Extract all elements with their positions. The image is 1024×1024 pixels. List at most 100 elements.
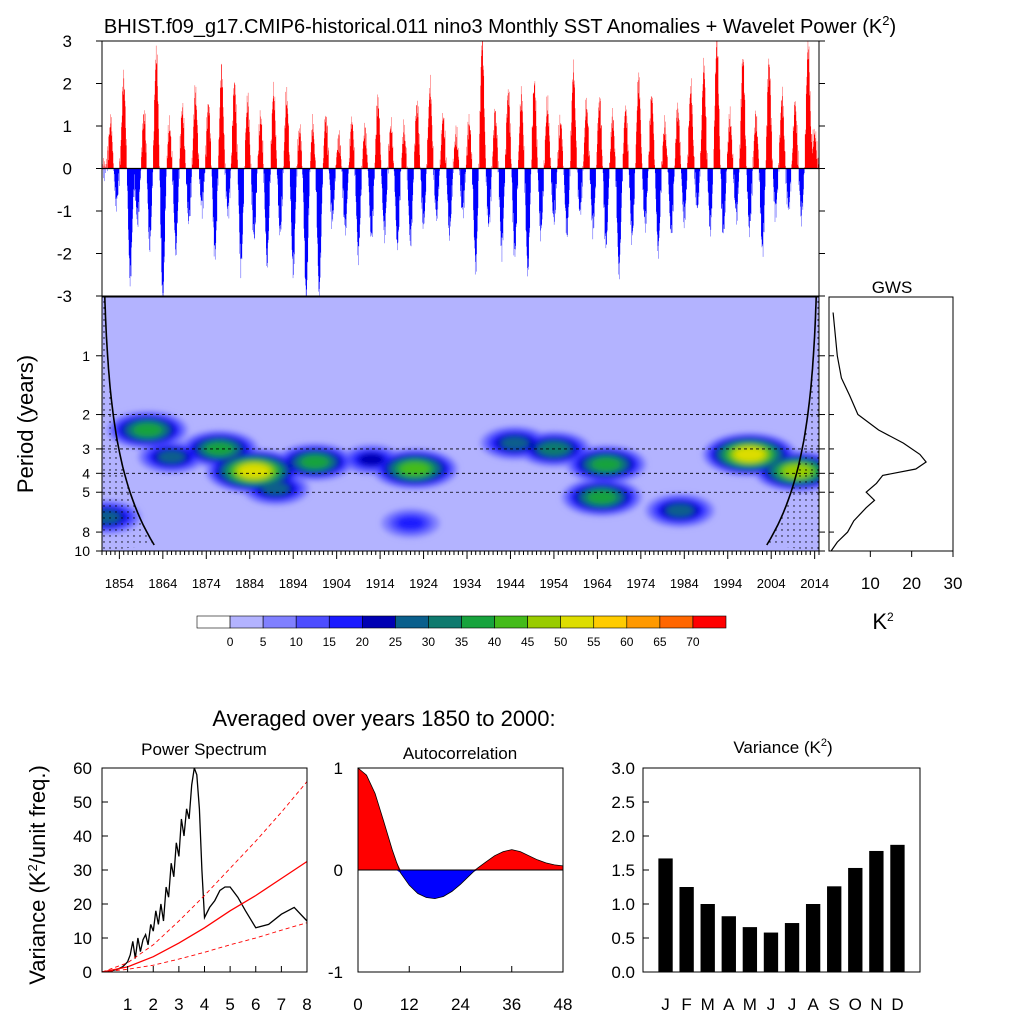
y-tick-label: 0 — [334, 861, 343, 880]
y-tick-label: 50 — [73, 793, 92, 812]
colorbar-swatch — [461, 615, 495, 629]
ps-series — [102, 768, 307, 972]
x-tick-label: 36 — [502, 995, 521, 1014]
power-spectrum-panel: 0 10 20 30 40 50 60 1 2 3 4 5 6 7 8 — [73, 759, 312, 1014]
variance-panel: J F M A M J J A S O N D0.00.51.01.52.02.53.0 — [611, 759, 921, 1014]
colorbar-swatch — [527, 615, 561, 629]
y-tick-label: 3.0 — [611, 759, 635, 778]
power-spectrum-y-axis-label: Variance (K2/unit freq.) — [25, 765, 50, 985]
y-tick-label: 1.5 — [611, 861, 635, 880]
x-tick-label: 10 — [861, 574, 880, 593]
y-tick-label: 4 — [82, 465, 90, 481]
x-tick-label: A — [723, 995, 735, 1014]
averaging-subtitle: Averaged over years 1850 to 2000: — [212, 706, 555, 731]
x-tick-label: 1 — [123, 995, 132, 1014]
y-tick-label: 10 — [73, 929, 92, 948]
colorbar-swatch — [593, 615, 628, 629]
x-tick-label: 1874 — [192, 576, 221, 591]
x-tick-label: 4 — [200, 995, 209, 1014]
x-tick-label: M — [701, 995, 715, 1014]
variance-bar — [763, 932, 779, 972]
x-tick-label: 1884 — [235, 576, 264, 591]
wavelet-contour-level — [301, 455, 329, 469]
wavelet-power-panel: 1 2 3 4 5 8 10 1854 1864 1874 1884 1894 1904 1914 1924… — [74, 296, 829, 591]
colorbar-swatch — [494, 615, 528, 629]
x-tick-label: 1954 — [539, 576, 568, 591]
wavelet-contour-level — [205, 442, 234, 456]
wavelet-y-axis-label: Period (years) — [13, 355, 38, 493]
cone-of-influence-left — [104, 297, 155, 546]
power-spectrum-title: Power Spectrum — [141, 740, 267, 759]
x-tick-label: S — [829, 995, 840, 1014]
variance-bar — [827, 886, 842, 972]
x-tick-label: D — [891, 995, 903, 1014]
x-tick-label: 1934 — [453, 576, 482, 591]
y-tick-label: 5 — [82, 484, 90, 500]
x-tick-label: 7 — [277, 995, 286, 1014]
y-tick-label: 0.0 — [611, 963, 635, 982]
colorbar-tick-label: 20 — [356, 635, 370, 649]
wavelet-contour-level — [133, 423, 162, 437]
wavelet-contour-level — [501, 436, 529, 450]
colorbar-tick-label: 70 — [686, 635, 700, 649]
x-tick-label: A — [807, 995, 819, 1014]
colorbar-tick-label: 60 — [620, 635, 634, 649]
y-tick-label: 2.5 — [611, 793, 635, 812]
sst-anomaly-panel: 3 2 1 0 -1 -2 -3 — [57, 32, 825, 306]
ps-line-red-noise-mean — [102, 860, 307, 972]
variance-title: Variance (K2) — [733, 737, 832, 757]
x-tick-label: O — [849, 995, 862, 1014]
y-tick-label: 1 — [334, 759, 343, 778]
x-tick-label: 2 — [149, 995, 158, 1014]
wavelet-contour-level — [591, 457, 621, 472]
y-tick-label: 0 — [63, 160, 72, 179]
gws-x-axis-label: K2 — [872, 609, 894, 634]
colorbar-tick-label: 5 — [260, 635, 267, 649]
variance-bar — [658, 858, 673, 972]
variance-bar — [721, 916, 736, 972]
variance-bar — [848, 867, 863, 972]
ps-line-lower-confidence — [102, 922, 307, 972]
gws-panel: 10 20 30 — [828, 296, 963, 593]
y-tick-label: 60 — [73, 759, 92, 778]
x-tick-label: 1914 — [366, 576, 395, 591]
x-tick-label: 2004 — [757, 576, 786, 591]
y-tick-label: 1 — [82, 348, 90, 364]
gws-frame — [828, 296, 954, 552]
y-tick-label: 1 — [63, 117, 72, 136]
colorbar-tick-label: 25 — [389, 635, 403, 649]
colorbar-swatch — [328, 615, 363, 629]
y-tick-label: 0.5 — [611, 929, 635, 948]
colorbar-swatch — [262, 615, 297, 629]
variance-bar — [805, 904, 821, 972]
x-tick-label: 1854 — [105, 576, 134, 591]
x-tick-label: 30 — [944, 574, 963, 593]
x-tick-label: 24 — [451, 995, 470, 1014]
wavelet-contour-level — [400, 462, 430, 476]
x-tick-label: 0 — [353, 995, 362, 1014]
gws-title: GWS — [872, 278, 913, 297]
x-tick-label: 2014 — [800, 576, 829, 591]
colorbar-swatch — [196, 615, 231, 629]
autocorrelation-panel: 1 0 -1 0 12 24 36 48 — [328, 759, 573, 1014]
x-tick-label: 1994 — [713, 576, 742, 591]
y-tick-label: 3 — [82, 441, 90, 457]
wavelet-contour-level — [358, 453, 385, 467]
colorbar-swatch — [560, 615, 595, 629]
x-tick-label: 1944 — [496, 576, 525, 591]
colorbar-tick-label: 0 — [227, 635, 234, 649]
y-tick-label: 40 — [73, 827, 92, 846]
x-tick-label: J — [661, 995, 670, 1014]
x-tick-label: 20 — [902, 574, 921, 593]
x-tick-label: F — [681, 995, 691, 1014]
wavelet-contours — [102, 297, 819, 551]
x-tick-label: 1864 — [148, 576, 177, 591]
x-tick-label: 1974 — [626, 576, 655, 591]
colorbar-swatch — [692, 615, 727, 629]
ps-line-upper-confidence — [102, 781, 307, 972]
colorbar: 0 5 10 15 20 25 30 35 40 45 50 55 60 65 70 — [196, 615, 727, 649]
y-tick-label: -2 — [57, 245, 72, 264]
y-tick-label: 30 — [73, 861, 92, 880]
colorbar-swatch — [659, 615, 694, 629]
y-tick-label: -1 — [57, 202, 72, 221]
